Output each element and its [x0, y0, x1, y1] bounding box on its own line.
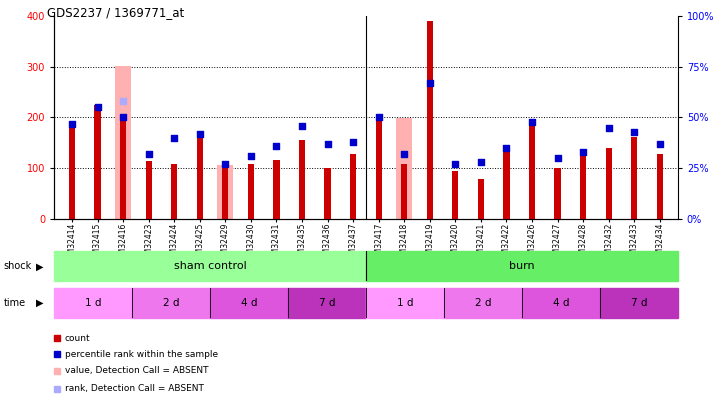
Bar — [397, 118, 412, 219]
Bar — [94, 105, 101, 219]
Bar — [529, 125, 535, 219]
Text: sham control: sham control — [174, 261, 247, 271]
Bar — [324, 168, 331, 219]
Bar — [146, 161, 152, 219]
Bar — [657, 154, 663, 219]
Text: rank, Detection Call = ABSENT: rank, Detection Call = ABSENT — [65, 384, 203, 393]
Point — [373, 114, 384, 121]
Point — [118, 98, 129, 104]
Bar — [452, 171, 459, 219]
Text: 2 d: 2 d — [163, 298, 180, 308]
Text: count: count — [65, 334, 90, 343]
Point — [143, 151, 154, 157]
Bar — [288, 288, 366, 318]
Text: ▶: ▶ — [36, 298, 43, 308]
Bar — [68, 121, 75, 219]
Point — [66, 120, 78, 127]
Point — [578, 149, 589, 155]
Point — [526, 118, 538, 125]
Point — [450, 161, 461, 167]
Text: 7 d: 7 d — [319, 298, 335, 308]
Text: GDS2237 / 1369771_at: GDS2237 / 1369771_at — [47, 6, 184, 19]
Point — [322, 141, 333, 147]
Bar — [248, 164, 254, 219]
Bar — [427, 21, 433, 219]
Bar — [273, 160, 280, 219]
Point — [629, 128, 640, 135]
Bar — [350, 154, 356, 219]
Point — [220, 161, 231, 167]
Text: time: time — [4, 298, 26, 308]
Bar — [132, 288, 210, 318]
Bar — [222, 164, 229, 219]
Text: 1 d: 1 d — [85, 298, 102, 308]
Bar — [554, 168, 561, 219]
Text: burn: burn — [509, 261, 535, 271]
Text: 2 d: 2 d — [474, 298, 491, 308]
Bar — [120, 119, 126, 219]
Bar — [366, 288, 444, 318]
Text: 1 d: 1 d — [397, 298, 413, 308]
Text: ▶: ▶ — [36, 261, 43, 271]
Point — [92, 104, 103, 111]
Point — [194, 130, 205, 137]
Point — [475, 159, 487, 165]
Point — [348, 139, 359, 145]
Bar — [299, 140, 305, 219]
Point — [245, 153, 257, 159]
Bar — [580, 153, 586, 219]
Text: 4 d: 4 d — [552, 298, 569, 308]
Bar — [54, 251, 366, 281]
Bar — [217, 164, 234, 219]
Text: 4 d: 4 d — [241, 298, 257, 308]
Text: shock: shock — [4, 261, 32, 271]
Point — [118, 114, 129, 121]
Bar — [522, 288, 600, 318]
Bar — [115, 66, 131, 219]
Bar — [401, 164, 407, 219]
Bar — [54, 288, 132, 318]
Text: value, Detection Call = ABSENT: value, Detection Call = ABSENT — [65, 366, 208, 375]
Bar — [376, 117, 382, 219]
Point — [424, 80, 435, 86]
Bar — [444, 288, 522, 318]
Bar — [171, 164, 177, 219]
Point — [399, 151, 410, 157]
Point — [603, 124, 614, 131]
Bar — [600, 288, 678, 318]
Bar — [366, 251, 678, 281]
Point — [169, 134, 180, 141]
Bar — [210, 288, 288, 318]
Text: percentile rank within the sample: percentile rank within the sample — [65, 350, 218, 359]
Point — [552, 155, 563, 161]
Bar — [631, 137, 637, 219]
Point — [270, 143, 282, 149]
Point — [500, 145, 512, 151]
Bar — [197, 138, 203, 219]
Point — [654, 141, 665, 147]
Point — [296, 122, 308, 129]
Bar — [478, 179, 484, 219]
Bar — [606, 148, 612, 219]
Bar — [503, 150, 510, 219]
Text: 7 d: 7 d — [630, 298, 647, 308]
